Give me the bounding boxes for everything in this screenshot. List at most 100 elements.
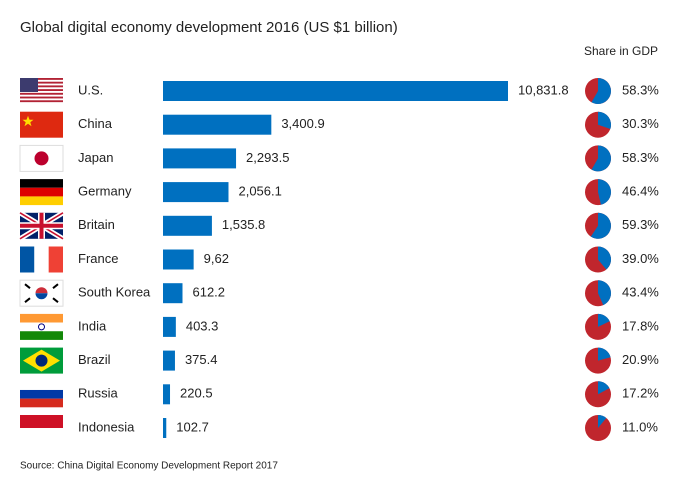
- pie-slice: [590, 212, 612, 239]
- bar: [163, 182, 229, 203]
- flag: [20, 347, 63, 374]
- bar: [163, 148, 237, 169]
- flag-part: [20, 78, 63, 80]
- flag-part: [20, 78, 38, 92]
- bar: [163, 350, 175, 371]
- flag-part: [20, 89, 63, 91]
- share-label: 59.3%: [622, 217, 659, 232]
- category-label: Russia: [78, 386, 119, 401]
- pie-slice: [598, 347, 611, 361]
- value-label: 375.4: [185, 352, 218, 367]
- flag: [18, 210, 65, 241]
- share-label: 58.3%: [622, 82, 659, 97]
- flag-part: [35, 287, 48, 294]
- flag-part: [20, 428, 63, 441]
- share-label: 17.2%: [622, 386, 659, 401]
- value-label: 10,831.8: [518, 82, 569, 97]
- flag-part: [20, 85, 63, 88]
- share-title: Share in GDP: [584, 44, 658, 58]
- flag-part: [38, 323, 45, 331]
- flag-part: [20, 313, 63, 323]
- bar: [163, 384, 171, 405]
- category-label: Britain: [78, 217, 115, 232]
- flag: [20, 246, 63, 273]
- flag: [20, 78, 63, 103]
- flag-part: [34, 151, 49, 166]
- category-label: China: [78, 116, 113, 131]
- value-label: 1,535.8: [222, 217, 265, 232]
- bar: [163, 114, 272, 135]
- pie-slice: [598, 111, 612, 129]
- flag-part: [20, 187, 63, 197]
- flag: [20, 381, 63, 408]
- pie-slice: [598, 313, 610, 327]
- value-label: 612.2: [192, 285, 225, 300]
- flag: [20, 415, 63, 441]
- category-label: Brazil: [78, 352, 111, 367]
- flag: [20, 313, 63, 340]
- flag-part: [35, 354, 48, 367]
- bar: [163, 316, 176, 337]
- flag: [20, 179, 63, 206]
- flag-part: [22, 115, 34, 127]
- pie-slice: [591, 78, 611, 104]
- flag-part: [34, 246, 49, 273]
- category-label: South Korea: [78, 285, 151, 300]
- bar: [163, 418, 167, 438]
- bar: [163, 283, 183, 304]
- flag-part: [20, 100, 63, 103]
- flag-part: [20, 92, 63, 95]
- source: Source: China Digital Economy Developmen…: [20, 461, 278, 472]
- flag-part: [20, 96, 63, 99]
- flag-part: [20, 246, 35, 273]
- value-label: 9,62: [204, 251, 229, 266]
- value-label: 2,056.1: [238, 184, 281, 199]
- chart-title: Global digital economy development 2016 …: [20, 19, 398, 36]
- value-label: 403.3: [186, 318, 219, 333]
- bar: [163, 249, 194, 270]
- share-label: 20.9%: [622, 352, 659, 367]
- pie-slice: [598, 179, 611, 205]
- flag-part: [20, 389, 63, 399]
- flag-part: [20, 322, 63, 332]
- pie-slice: [598, 415, 607, 428]
- flag-part: [35, 293, 48, 300]
- flag-part: [24, 283, 59, 303]
- pie-slice: [591, 145, 611, 172]
- pie-slice: [598, 280, 612, 306]
- share-label: 11.0%: [622, 419, 658, 434]
- value-label: 220.5: [180, 386, 213, 401]
- flag-part: [20, 179, 63, 188]
- category-label: Japan: [78, 150, 113, 165]
- value-label: 102.7: [176, 419, 209, 434]
- flag: [19, 144, 64, 172]
- bar: [163, 215, 212, 236]
- share-label: 30.3%: [622, 116, 659, 131]
- value-label: 3,400.9: [281, 116, 324, 131]
- category-label: U.S.: [78, 82, 103, 97]
- category-label: Germany: [78, 184, 132, 199]
- flag-part: [20, 212, 63, 239]
- flag: [19, 279, 64, 307]
- pie-slice: [598, 246, 611, 270]
- category-label: India: [78, 318, 107, 333]
- flag-part: [20, 111, 63, 138]
- pie-slice: [598, 381, 610, 395]
- value-label: 2,293.5: [246, 150, 289, 165]
- flag-part: [20, 415, 63, 428]
- flag-part: [48, 246, 63, 273]
- flag-part: [19, 279, 64, 307]
- flag-part: [20, 381, 63, 390]
- share-label: 39.0%: [622, 251, 659, 266]
- category-label: France: [78, 251, 118, 266]
- share-label: 58.3%: [622, 150, 659, 165]
- share-label: 43.4%: [622, 285, 659, 300]
- bar: [163, 81, 508, 101]
- flag-part: [20, 331, 63, 340]
- flag-part: [20, 196, 63, 206]
- share-label: 17.8%: [622, 318, 659, 333]
- category-label: Indonesia: [78, 419, 135, 434]
- flag-part: [20, 81, 63, 84]
- flag-part: [20, 398, 63, 408]
